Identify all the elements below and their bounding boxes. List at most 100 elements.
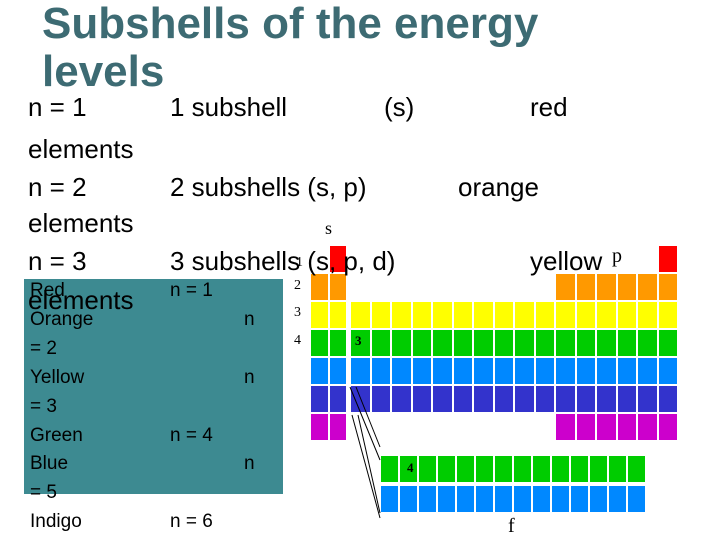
s-cell: [310, 273, 329, 301]
s-cell: [310, 301, 329, 329]
legend-color-green: Green: [30, 425, 83, 446]
p-cell: [555, 273, 576, 301]
line-n2-color: orange: [458, 172, 539, 202]
d-cell: [432, 357, 453, 385]
d-cell: [514, 357, 535, 385]
p-cell: [575, 273, 596, 301]
p-cell: [637, 301, 658, 329]
f-cell: [627, 485, 646, 513]
f-cell: [570, 455, 589, 483]
legend-n-blue: n: [244, 453, 255, 474]
f-cell: [608, 455, 627, 483]
d-cell: [350, 301, 371, 329]
line-n1-label: n = 1: [28, 92, 87, 122]
d-cell: [473, 357, 494, 385]
f-cell: [475, 455, 494, 483]
d-cell: [452, 301, 473, 329]
f-cell: [456, 455, 475, 483]
s-cell: [328, 273, 347, 301]
d-cell: [534, 301, 555, 329]
p-cell: [555, 385, 576, 413]
f-cell: [418, 455, 437, 483]
f-block-label: f: [508, 515, 515, 537]
d-cell: [370, 329, 391, 357]
d-cell: [493, 329, 514, 357]
s-cell: [328, 329, 347, 357]
d-cell: [370, 301, 391, 329]
p-cell: [596, 273, 617, 301]
d-cell: [432, 301, 453, 329]
p-cell: [657, 413, 678, 441]
p-cell: [555, 329, 576, 357]
f-cell: [494, 485, 513, 513]
d-cell: [432, 385, 453, 413]
line-n2-label: n = 2: [28, 172, 87, 202]
p-cell: [555, 301, 576, 329]
f-cell: [399, 455, 418, 483]
f-cell: [608, 485, 627, 513]
d-cell: [350, 329, 371, 357]
d-cell: [534, 329, 555, 357]
d-cell: [493, 357, 514, 385]
line-elements-1: elements: [28, 134, 134, 164]
d-cell: [411, 301, 432, 329]
f-cell: [513, 455, 532, 483]
f-block-connector-lines: [349, 386, 381, 519]
p-cell: [596, 329, 617, 357]
f-cell: [589, 485, 608, 513]
s-cell: [310, 385, 329, 413]
p-cell: [657, 245, 678, 273]
legend-n-orange: n: [244, 309, 255, 330]
p-cell: [616, 385, 637, 413]
p-cell: [637, 273, 658, 301]
color-legend: Red n = 1 Orange n = 2 Yellow n = 3 Gree…: [24, 279, 283, 503]
f-cell: [551, 485, 570, 513]
p-cell: [637, 329, 658, 357]
line-n3-subshells: 3 subshells (s, p, d): [170, 246, 396, 276]
legend-blue-value: = 5: [30, 482, 57, 503]
p-cell: [637, 385, 658, 413]
p-cell: [657, 273, 678, 301]
d-cell: [473, 301, 494, 329]
period-number-1: 1: [296, 255, 303, 270]
f-cell: [513, 485, 532, 513]
p-cell: [657, 357, 678, 385]
d-cell: [493, 301, 514, 329]
f-cell: [437, 455, 456, 483]
p-cell: [657, 301, 678, 329]
line-elements-2: elements: [28, 208, 134, 238]
p-cell: [575, 385, 596, 413]
f-cell: [532, 455, 551, 483]
p-cell: [575, 329, 596, 357]
s-cell: [310, 413, 329, 441]
legend-color-indigo: Indigo: [30, 511, 82, 532]
line-n3-label: n = 3: [28, 246, 87, 276]
s-cell: [328, 301, 347, 329]
f-cell: [494, 455, 513, 483]
legend-color-red: Red: [30, 280, 65, 301]
d-cell: [350, 357, 371, 385]
period-number-2: 2: [294, 278, 301, 293]
d-block-number: 3: [355, 333, 362, 348]
f-cell: [437, 485, 456, 513]
legend-n-indigo: n = 6: [170, 511, 213, 532]
d-cell: [370, 385, 391, 413]
d-cell: [473, 329, 494, 357]
s-cell: [310, 357, 329, 385]
d-cell: [452, 357, 473, 385]
p-cell: [555, 413, 576, 441]
legend-n-red: n = 1: [170, 280, 213, 301]
line-elements-3: elements: [28, 285, 134, 315]
line-n3-color: yellow: [530, 246, 603, 276]
d-cell: [452, 385, 473, 413]
d-cell: [411, 385, 432, 413]
d-cell: [493, 385, 514, 413]
legend-yellow-value: = 3: [30, 396, 57, 417]
f-cell: [380, 455, 399, 483]
s-cell: [328, 245, 347, 273]
legend-orange-value: = 2: [30, 338, 57, 359]
p-cell: [616, 413, 637, 441]
f-cell: [551, 455, 570, 483]
p-cell: [555, 357, 576, 385]
legend-color-blue: Blue: [30, 453, 69, 474]
